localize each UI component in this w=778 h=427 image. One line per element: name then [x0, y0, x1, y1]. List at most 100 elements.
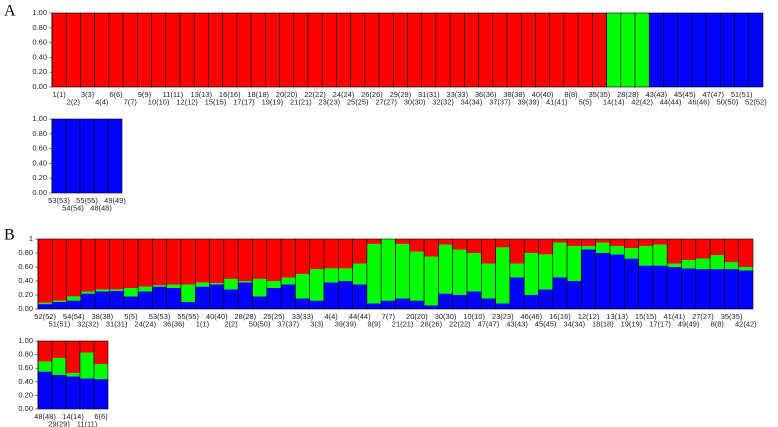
bar-segment — [720, 13, 735, 87]
x-tick-label: 37(37) — [489, 97, 511, 106]
bar-segment — [409, 251, 425, 301]
bar-segment — [364, 13, 380, 87]
bar-segment — [80, 239, 96, 292]
bar-segment — [395, 243, 410, 299]
bar-segment — [194, 13, 209, 87]
y-tick-label: 1.00 — [18, 336, 33, 345]
bar-segment — [52, 375, 66, 409]
bar-segment — [595, 242, 610, 253]
bar-segment — [706, 13, 721, 87]
bar-segment — [424, 239, 439, 257]
bar-segment — [52, 13, 67, 87]
x-tick-label: 43(43) — [506, 319, 528, 328]
bar-segment — [52, 358, 66, 375]
bar-segment — [524, 239, 539, 253]
x-tick-label: 19(19) — [621, 319, 643, 328]
bar-segment — [738, 239, 753, 267]
x-tick-label: 18(18) — [592, 319, 614, 328]
bar-segment — [438, 293, 453, 309]
x-tick-label: 7(7) — [382, 312, 396, 321]
bar-segment — [535, 13, 550, 87]
bar-segment — [649, 13, 664, 87]
x-tick-label: 3(3) — [310, 319, 324, 328]
y-tick-label: 0.60 — [18, 262, 33, 271]
bar-segment — [567, 239, 582, 246]
bar-segment — [94, 379, 108, 409]
y-tick-label: 1 — [29, 234, 33, 243]
x-tick-label: 51(51) — [731, 90, 753, 99]
bar-segment — [266, 281, 282, 288]
x-tick-label: 9(9) — [138, 90, 152, 99]
x-tick-label: 35(35) — [721, 312, 743, 321]
y-tick-label: 0.20 — [32, 67, 47, 76]
x-tick-label: 19(19) — [262, 97, 284, 106]
bar-segment — [181, 302, 196, 309]
bar-segment — [152, 285, 167, 287]
bar-segment — [137, 13, 152, 87]
bar-segment — [567, 246, 582, 281]
x-tick-label: 27(27) — [692, 312, 714, 321]
x-tick-label: 14(14) — [62, 412, 84, 421]
x-tick-label: 24(24) — [134, 319, 156, 328]
bar-segment — [66, 119, 80, 193]
bar-segment — [681, 260, 696, 269]
x-tick-label: 23(23) — [318, 97, 340, 106]
bar-segment — [681, 268, 696, 309]
bar-segment — [94, 119, 108, 193]
bar-segment — [80, 341, 94, 353]
bar-segment — [80, 291, 96, 294]
x-tick-label: 4(4) — [324, 312, 338, 321]
bar-segment — [223, 239, 239, 279]
bar-segment — [379, 13, 394, 87]
bar-segment — [691, 13, 707, 87]
bar-segment — [450, 13, 465, 87]
bar-segment — [252, 278, 267, 297]
bar-segment — [407, 13, 422, 87]
bar-segment — [592, 13, 607, 87]
bar-segment — [610, 246, 625, 255]
bar-segment — [366, 243, 382, 304]
bar-segment — [438, 239, 453, 245]
bar-segment — [252, 239, 267, 279]
bar-segment — [424, 256, 439, 306]
x-tick-label: 15(15) — [205, 97, 227, 106]
bar-segment — [307, 13, 323, 87]
bar-segment — [151, 13, 166, 87]
x-tick-label: 24(24) — [333, 90, 355, 99]
bar-segment — [309, 269, 324, 301]
x-tick-label: 6(6) — [109, 90, 123, 99]
x-tick-label: 47(47) — [702, 90, 724, 99]
bar-segment — [38, 304, 53, 309]
x-tick-label: 33(33) — [292, 312, 314, 321]
bar-segment — [467, 253, 482, 292]
bar-segment — [467, 291, 482, 309]
bar-segment — [138, 286, 153, 292]
bar-segment — [265, 13, 280, 87]
x-tick-label: 13(13) — [190, 90, 212, 99]
bar-segment — [38, 239, 53, 303]
bar-segment — [738, 267, 753, 271]
x-tick-label: 8(8) — [564, 90, 578, 99]
y-tick-label: 0.80 — [32, 129, 47, 138]
x-tick-label: 38(38) — [503, 90, 525, 99]
bar-segment — [195, 286, 210, 309]
bar-segment — [467, 239, 482, 253]
bar-segment — [667, 263, 682, 267]
x-tick-label: 30(30) — [404, 97, 426, 106]
bar-segment — [366, 239, 382, 244]
bar-segment — [338, 281, 353, 309]
x-tick-label: 18(18) — [247, 90, 269, 99]
bar-segment — [581, 239, 596, 246]
bar-segment — [509, 263, 525, 278]
x-tick-label: 31(31) — [418, 90, 440, 99]
bar-segment — [638, 239, 653, 246]
bar-segment — [667, 239, 682, 264]
bar-segment — [620, 13, 636, 87]
bar-segment — [538, 254, 553, 290]
bar-segment — [95, 291, 110, 309]
x-tick-label: 53(53) — [48, 196, 70, 205]
bar-segment — [734, 13, 749, 87]
bar-segment — [492, 13, 508, 87]
bar-segment — [521, 13, 536, 87]
